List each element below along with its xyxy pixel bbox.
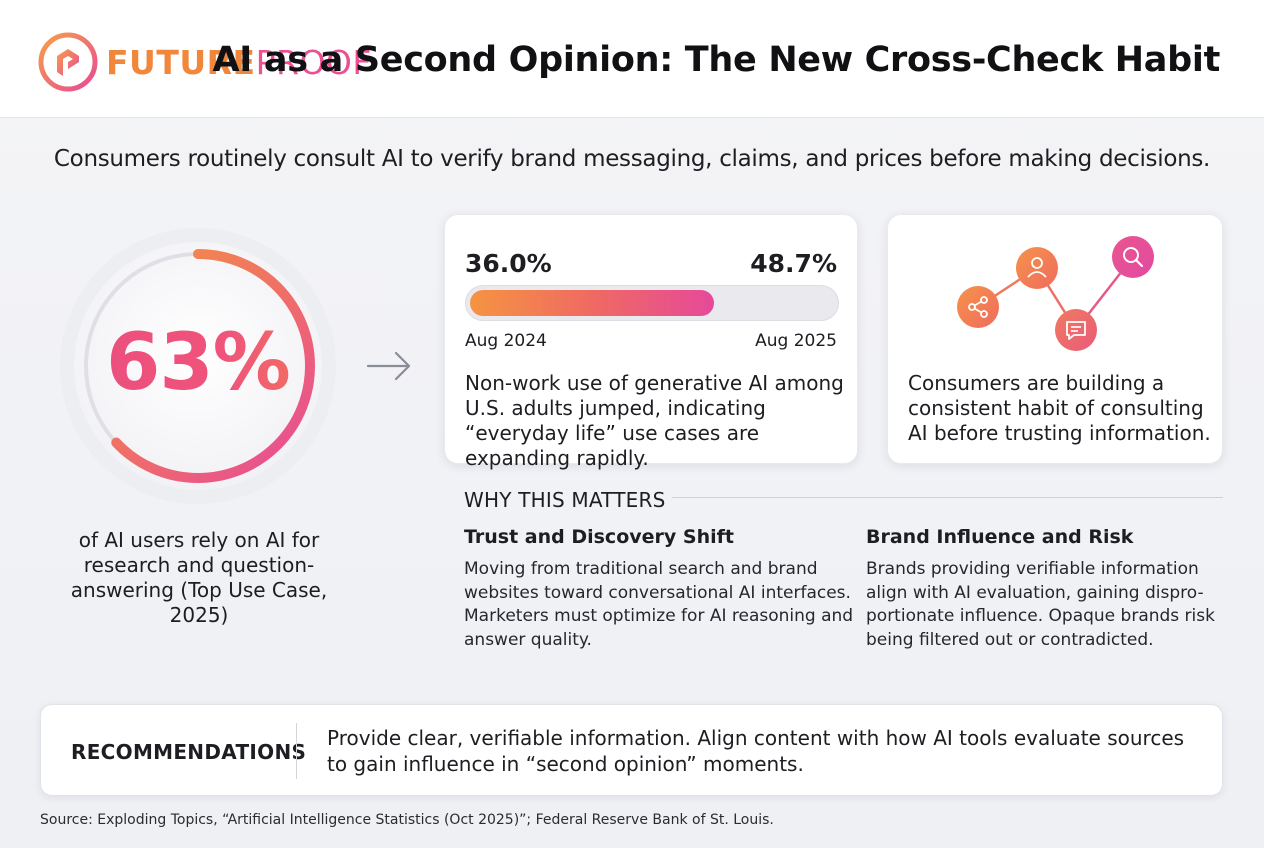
page-subtitle: Consumers routinely consult AI to verify… [53,146,1211,172]
person-icon [1016,247,1058,289]
recommendations-panel: RECOMMENDATIONS Provide clear, verifiabl… [40,704,1223,796]
why-divider [672,497,1223,498]
usage-growth-card: 36.0% 48.7% Aug 2024 Aug 2025 Non-work u… [444,214,858,470]
arrow-right-icon [366,351,411,381]
usage-start-date: Aug 2024 [465,331,547,351]
key-stat-caption: of AI users rely on AI for research and … [70,528,328,627]
ring-progress-arc [81,249,315,483]
why-heading: WHY THIS MATTERS [464,488,666,512]
brand-logo[interactable]: FUTUREPROOF [38,32,372,92]
futureproof-logo-icon [38,32,98,92]
usage-start-value: 36.0% [465,249,552,278]
key-stat-ring: 63% [58,226,338,506]
key-stat-value: 63% [58,318,338,408]
usage-end-date: Aug 2025 [755,331,837,351]
usage-progress-track [465,285,839,321]
share-icon [957,286,999,328]
trust-shift-column: Trust and Discovery Shift Moving from tr… [464,526,854,652]
brand-influence-body: Brands providing verifiable information … [866,559,1215,650]
progress-ring [60,228,336,504]
source-note: Source: Exploding Topics, “Artificial In… [40,812,774,828]
header-bar: FUTUREPROOF AI as a Second Opinion: The … [0,0,1264,118]
page-title: AI as a Second Opinion: The New Cross-Ch… [212,40,1221,80]
usage-end-value: 48.7% [750,249,837,278]
brand-influence-title: Brand Influence and Risk [866,526,1134,548]
search-icon [1112,236,1154,278]
recommendations-text: Provide clear, verifiable information. A… [327,726,1185,776]
brand-name-proof: PROOF [255,42,372,82]
chat-icon [1055,309,1097,351]
usage-progress-fill [470,290,714,316]
brand-influence-column: Brand Influence and Risk Brands providin… [866,526,1216,652]
trust-shift-body: Moving from traditional search and brand… [464,559,854,650]
brand-name-future: FUTURE [106,42,256,82]
recommendations-divider [296,723,297,779]
habit-network-graphic [957,236,1154,351]
recommendations-label: RECOMMENDATIONS [71,740,307,764]
usage-description: Non-work use of generative AI among U.S.… [465,371,844,470]
brand-name: FUTUREPROOF [106,43,372,82]
trust-shift-title: Trust and Discovery Shift [464,526,734,548]
habit-card: Consumers are building a consistent habi… [887,214,1223,464]
habit-description: Consumers are building a consistent habi… [908,371,1211,445]
